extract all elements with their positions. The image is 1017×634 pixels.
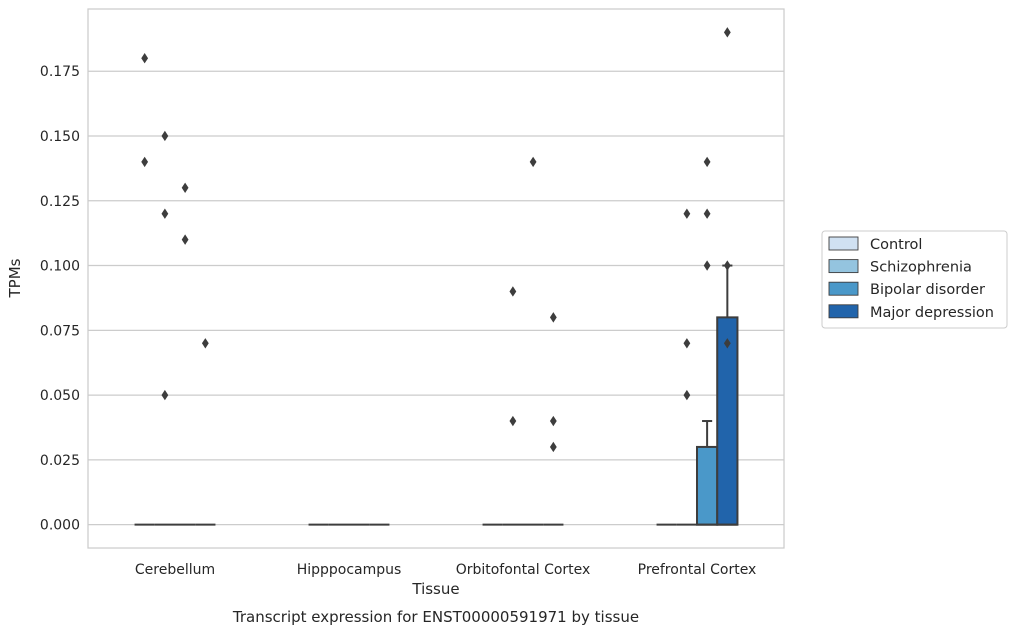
outlier-point <box>161 208 169 219</box>
y-tick-label: 0.075 <box>40 323 80 339</box>
outlier-point <box>703 156 711 168</box>
x-tick-label: Cerebellum <box>135 562 215 578</box>
legend-label: Bipolar disorder <box>870 282 985 298</box>
box <box>696 156 719 526</box>
x-tick-label: Orbitofontal Cortex <box>456 562 591 578</box>
outlier-point <box>723 27 731 38</box>
outlier-point <box>509 286 517 297</box>
x-axis-label: Tissue <box>411 580 459 598</box>
outlier-point <box>549 441 557 453</box>
outlier-point <box>201 338 209 349</box>
y-tick-label: 0.175 <box>40 64 80 80</box>
box-body <box>696 445 719 526</box>
outlier-point <box>723 338 731 349</box>
y-tick-label: 0.050 <box>40 388 80 404</box>
chart-title: Transcript expression for ENST0000059197… <box>232 608 639 626</box>
outlier-point <box>683 389 691 401</box>
legend-label: Major depression <box>870 305 994 321</box>
y-tick-label: 0.150 <box>40 129 80 145</box>
box <box>134 53 155 526</box>
y-tick-label: 0.000 <box>40 518 80 534</box>
outlier-point <box>549 415 557 427</box>
outlier-point <box>529 156 537 168</box>
box <box>502 286 523 526</box>
plot-area <box>88 9 784 548</box>
box <box>175 182 196 526</box>
outlier-point <box>703 208 711 219</box>
box-series <box>134 27 739 526</box>
box <box>523 156 544 526</box>
outlier-point <box>141 53 149 64</box>
y-axis-label: TPMs <box>6 258 24 298</box>
box <box>195 338 216 526</box>
y-tick-label: 0.125 <box>40 194 80 210</box>
outlier-point <box>703 260 711 271</box>
legend-swatch <box>828 259 859 274</box>
outlier-point <box>181 182 189 194</box>
x-tick-label: Hipppocampus <box>297 562 402 578</box>
outlier-point <box>549 312 557 323</box>
legend-label: Control <box>870 237 922 253</box>
legend-swatch <box>828 304 859 319</box>
y-tick-label: 0.025 <box>40 453 80 469</box>
outlier-point <box>141 156 149 168</box>
legend-swatch <box>828 281 859 296</box>
x-tick-labels: Cerebellum Hipppocampus Orbitofontal Corte… <box>135 562 756 578</box>
outlier-point <box>161 389 169 401</box>
y-tick-label: 0.100 <box>40 259 80 275</box>
plot-frame <box>87 8 785 549</box>
outlier-point <box>723 260 731 271</box>
x-tick-label: Prefrontal Cortex <box>638 562 757 578</box>
outlier-point <box>181 234 189 245</box>
y-tick-labels: 0.000 0.025 0.050 0.075 0.100 0.125 0.150 0.175 <box>40 64 80 533</box>
outlier-point <box>683 338 691 349</box>
box <box>154 130 175 526</box>
box <box>676 208 697 526</box>
legend-label: Schizophrenia <box>870 260 972 276</box>
outlier-point <box>509 415 517 427</box>
legend-swatch <box>828 236 859 251</box>
outlier-point <box>683 208 691 219</box>
box <box>716 27 739 526</box>
box <box>543 312 564 526</box>
legend: Control Schizophrenia Bipolar disorder Majo… <box>821 230 1008 329</box>
legend-frame <box>821 230 1008 329</box>
outlier-point <box>161 130 169 142</box>
gridlines <box>88 70 784 526</box>
